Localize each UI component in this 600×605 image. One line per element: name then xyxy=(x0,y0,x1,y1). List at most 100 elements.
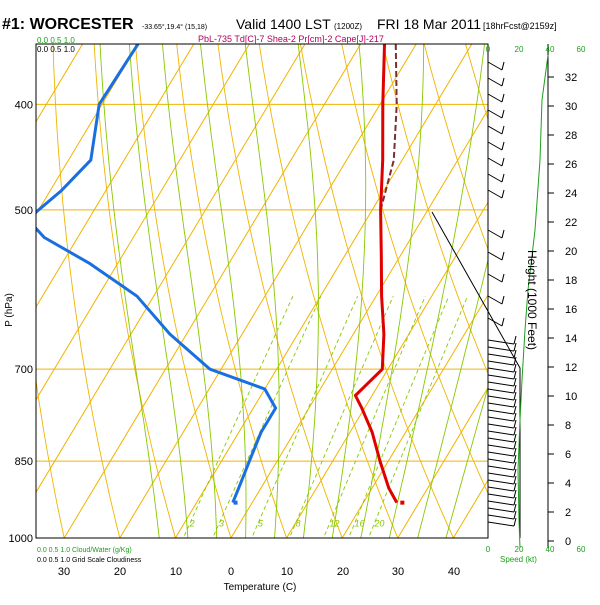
temperature-tick-label: 20 xyxy=(337,566,349,578)
wind-barb xyxy=(488,158,504,166)
wind-barb xyxy=(488,357,516,365)
wind-barb xyxy=(488,469,516,477)
wind-barb xyxy=(488,343,516,351)
mixing-ratio-label: 3 xyxy=(219,518,224,528)
speed-tick-label-bottom: 20 xyxy=(515,545,524,554)
speed-axis-label: Speed (kt) xyxy=(500,555,537,564)
pressure-tick-label: 1000 xyxy=(9,533,33,545)
isotherm-line xyxy=(0,0,25,561)
height-tick-label: 16 xyxy=(565,304,577,316)
y-axis-title: P (hPa) xyxy=(4,293,15,327)
temperature-tick-label: 10 xyxy=(170,566,182,578)
height-tick-label: 20 xyxy=(565,246,577,258)
wind-barb xyxy=(488,476,516,484)
temperature-tick-label: 30 xyxy=(58,566,70,578)
surface-dewpoint-marker xyxy=(234,501,238,505)
wind-barb xyxy=(488,441,516,449)
height-tick-label: 10 xyxy=(565,391,577,403)
height-tick-label: 14 xyxy=(565,333,577,345)
height-tick-label: 24 xyxy=(565,188,577,200)
cloud-scale-top: 0.0 0.5 1.0 xyxy=(37,36,75,45)
wind-barb xyxy=(488,413,516,421)
height-axis-title: Height (1000 Feet) xyxy=(525,250,539,350)
speed-tick-label-bottom: 60 xyxy=(577,545,586,554)
wind-barb xyxy=(488,371,516,379)
wind-barb xyxy=(488,62,504,70)
zulu-time: (1200Z) xyxy=(334,22,362,31)
wind-barb xyxy=(488,420,516,428)
forecast-date: FRI 18 Mar 2011 xyxy=(377,16,481,32)
mixing-ratio-label: 16 xyxy=(354,518,364,528)
speed-tick-label-bottom: 0 xyxy=(486,545,491,554)
height-tick-label: 4 xyxy=(565,478,571,490)
wind-barb xyxy=(488,462,516,470)
speed-tick-label-bottom: 40 xyxy=(546,545,555,554)
speed-tick-label-top: 0 xyxy=(486,45,491,54)
dry-adiabat-line xyxy=(576,0,600,561)
height-tick-label: 22 xyxy=(565,217,577,229)
pressure-tick-label: 850 xyxy=(15,456,33,468)
wind-barb xyxy=(488,406,516,414)
mixing-ratio-label: 20 xyxy=(373,518,384,528)
x-axis-title: Temperature (C) xyxy=(224,582,297,593)
wind-barb xyxy=(488,252,504,260)
height-tick-label: 8 xyxy=(565,420,571,432)
surface-temperature-marker xyxy=(400,501,404,505)
indices-line: PbL-735 Td[C]-7 Shea-2 Pr[cm]-2 Cape[J]-… xyxy=(198,34,384,44)
wind-barb xyxy=(488,230,504,238)
speed-tick-label-top: 20 xyxy=(515,45,524,54)
height-tick-label: 26 xyxy=(565,159,577,171)
forecast-run: [18hrFcst@2159z] xyxy=(483,21,557,31)
wind-barb xyxy=(488,511,516,519)
height-tick-label: 30 xyxy=(565,101,577,113)
wind-barb xyxy=(488,427,516,435)
speed-tick-label-top: 60 xyxy=(577,45,586,54)
wind-barb xyxy=(488,504,516,512)
height-tick-label: 32 xyxy=(565,72,577,84)
wind-barb xyxy=(488,190,504,198)
cloud-water-legend: 0.0 0.5 1.0 Cloud/Water (g/Kg) xyxy=(37,547,132,554)
temperature-tick-label: 40 xyxy=(448,566,460,578)
pressure-tick-label: 500 xyxy=(15,205,33,217)
speed-tick-label-top: 40 xyxy=(546,45,555,54)
wind-barb xyxy=(488,174,504,182)
wind-barb xyxy=(488,296,504,304)
height-tick-label: 6 xyxy=(565,449,571,461)
wind-barb xyxy=(488,385,516,393)
station-coords: -33.65°,19.4° (15,18) xyxy=(142,23,207,31)
wind-barb xyxy=(488,455,516,463)
wind-barb xyxy=(488,94,504,102)
wind-barb xyxy=(488,126,504,134)
temperature-tick-label: 30 xyxy=(392,566,404,578)
wind-barb xyxy=(488,490,516,498)
pressure-tick-label: 400 xyxy=(15,99,33,111)
wind-barb xyxy=(488,274,504,282)
pressure-tick-label: 700 xyxy=(15,364,33,376)
height-tick-label: 12 xyxy=(565,362,577,374)
height-tick-label: 18 xyxy=(565,275,577,287)
wind-barb xyxy=(488,483,516,491)
height-tick-label: 0 xyxy=(565,536,571,548)
wind-barb xyxy=(488,399,516,407)
mixing-ratio-label: 12 xyxy=(329,518,339,528)
mixing-ratio-label: 2 xyxy=(189,518,195,528)
wind-barb xyxy=(488,78,504,86)
temperature-tick-label: 0 xyxy=(228,566,234,578)
wind-barb xyxy=(488,336,516,344)
wind-barb xyxy=(488,434,516,442)
wind-barb xyxy=(488,518,516,526)
dry-adiabat-line xyxy=(0,0,13,561)
dry-adiabat-line xyxy=(502,0,600,561)
mixing-ratio-label: 8 xyxy=(295,518,300,528)
temperature-tick-label: 20 xyxy=(114,566,126,578)
wind-barb xyxy=(488,448,516,456)
chart-title: #1: WORCESTER xyxy=(2,16,134,33)
wind-barb xyxy=(488,142,504,150)
valid-time: Valid 1400 LST xyxy=(236,16,331,32)
wind-barb xyxy=(488,392,516,400)
wind-barb xyxy=(488,378,516,386)
wind-barb xyxy=(488,110,504,118)
wind-barb xyxy=(488,497,516,505)
grid-scale-top: 0.0 0.5 1.0 xyxy=(37,45,75,54)
